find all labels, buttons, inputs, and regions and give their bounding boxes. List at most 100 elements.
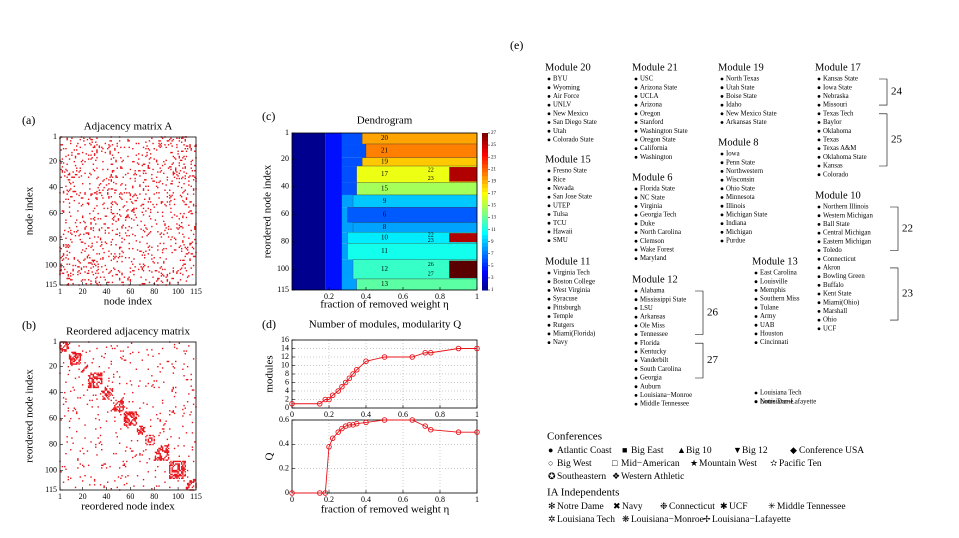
- matrix-dot: [158, 271, 160, 273]
- matrix-dot: [172, 173, 175, 176]
- matrix-dot: [157, 417, 159, 420]
- team-name: Michigan: [726, 229, 753, 236]
- matrix-dot: [178, 467, 180, 469]
- matrix-dot: [184, 465, 186, 468]
- matrix-dot: [170, 142, 172, 145]
- matrix-dot: [132, 419, 134, 421]
- matrix-dot: [110, 188, 112, 190]
- matrix-dot: [142, 203, 145, 206]
- matrix-dot: [188, 482, 190, 485]
- matrix-dot: [145, 279, 147, 281]
- matrix-dot: [72, 270, 74, 272]
- team-name: Clemson: [640, 238, 665, 245]
- matrix-dot: [175, 167, 177, 169]
- y-tick-label: 20: [49, 361, 57, 370]
- data-point: [409, 354, 416, 360]
- matrix-dot: [169, 486, 171, 489]
- submodule-label: 22: [428, 168, 434, 174]
- matrix-dot: [95, 394, 97, 396]
- matrix-dot: [180, 159, 183, 162]
- matrix-dot: [95, 446, 97, 448]
- matrix-dot: [160, 145, 163, 147]
- matrix-dot: [89, 375, 91, 377]
- matrix-dot: [118, 209, 121, 211]
- matrix-dot: [122, 206, 124, 208]
- colorbar-cell: [482, 254, 488, 260]
- matrix-dot: [77, 356, 79, 359]
- matrix-dot: [171, 469, 173, 472]
- matrix-dot: [160, 142, 163, 145]
- matrix-dot: [132, 416, 134, 418]
- matrix-dot: [180, 247, 183, 250]
- matrix-dot: [132, 263, 134, 265]
- matrix-dot: [172, 477, 175, 480]
- matrix-dot: [102, 160, 104, 163]
- team-marker: [547, 86, 551, 90]
- matrix-dot: [99, 382, 102, 385]
- matrix-dot: [87, 262, 90, 264]
- matrix-dot: [68, 211, 71, 213]
- matrix-dot: [134, 420, 136, 422]
- matrix-dot: [135, 412, 138, 415]
- team-name: Notre Dame: [760, 398, 793, 405]
- matrix-dot: [161, 428, 164, 430]
- matrix-dot: [67, 244, 70, 246]
- matrix-dot: [170, 207, 172, 210]
- matrix-dot: [121, 237, 123, 239]
- matrix-dot: [103, 356, 105, 359]
- matrix-dot: [92, 382, 95, 385]
- matrix-dot: [165, 227, 167, 229]
- team-marker: [634, 307, 638, 310]
- matrix-dot: [120, 406, 122, 408]
- legend-label: Pacific Ten: [779, 458, 822, 469]
- matrix-dot: [184, 464, 186, 467]
- matrix-dot: [158, 434, 160, 437]
- matrix-dot: [67, 476, 70, 478]
- matrix-dot: [184, 460, 186, 463]
- matrix-dot: [116, 228, 118, 230]
- matrix-dot: [182, 464, 184, 467]
- matrix-dot: [135, 207, 138, 210]
- matrix-dot: [93, 480, 96, 482]
- colorbar-cell: [482, 144, 488, 150]
- matrix-dot: [192, 203, 195, 206]
- matrix-dot: [153, 206, 155, 208]
- matrix-dot: [121, 260, 123, 263]
- matrix-dot: [118, 193, 121, 195]
- matrix-dot: [164, 423, 166, 425]
- matrix-dot: [191, 481, 194, 483]
- matrix-dot: [78, 194, 80, 197]
- matrix-dot: [141, 236, 144, 238]
- matrix-dot: [87, 375, 90, 377]
- matrix-dot: [176, 227, 178, 229]
- matrix-dot: [76, 145, 78, 147]
- matrix-dot: [121, 183, 123, 185]
- team-marker: [720, 196, 724, 199]
- matrix-dot: [122, 350, 124, 352]
- matrix-dot: [173, 198, 176, 201]
- matrix-dot: [67, 407, 70, 409]
- team-name: Wake Forest: [640, 246, 674, 253]
- matrix-dot: [112, 258, 115, 260]
- x-tick-label: 115: [190, 287, 202, 296]
- matrix-dot: [103, 371, 105, 373]
- matrix-dot: [159, 454, 161, 456]
- matrix-dot: [189, 201, 191, 203]
- matrix-dot: [120, 350, 122, 352]
- matrix-dot: [128, 192, 130, 194]
- colorbar-cell: [482, 164, 488, 169]
- matrix-dot: [182, 473, 184, 476]
- matrix-dot: [145, 436, 147, 438]
- team-name: UNLV: [553, 102, 571, 109]
- matrix-dot: [171, 411, 173, 413]
- matrix-dot: [133, 258, 135, 260]
- matrix-dot: [70, 355, 72, 357]
- legend-title: Conferences: [547, 431, 602, 443]
- matrix-dot: [89, 172, 91, 175]
- matrix-dot: [66, 137, 68, 139]
- matrix-dot: [81, 215, 84, 217]
- matrix-dot: [92, 378, 95, 381]
- matrix-dot: [160, 455, 163, 457]
- matrix-dot: [192, 179, 195, 181]
- matrix-dot: [132, 210, 134, 212]
